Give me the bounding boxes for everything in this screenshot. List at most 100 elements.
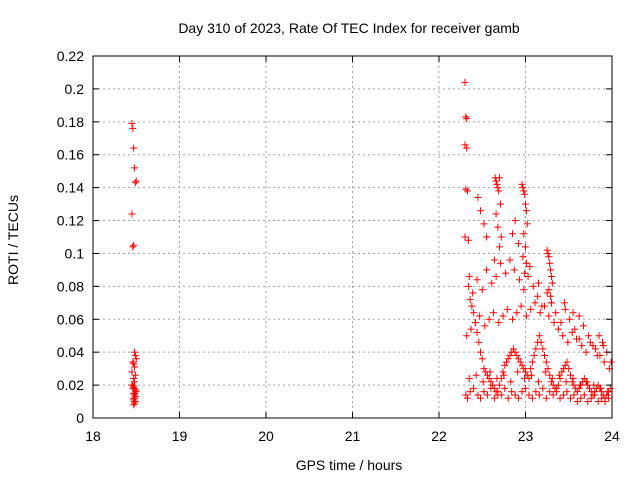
data-point: [511, 217, 519, 225]
data-point: [483, 233, 491, 241]
data-point: [547, 272, 555, 280]
data-point: [464, 187, 472, 195]
data-point: [561, 305, 569, 313]
y-tick-label: 0.2: [65, 81, 85, 97]
data-point: [570, 381, 578, 389]
data-point: [130, 360, 138, 368]
data-point: [587, 394, 595, 402]
y-tick-label: 0: [76, 410, 84, 426]
data-point: [501, 384, 509, 392]
data-point: [569, 309, 577, 317]
data-point: [485, 375, 493, 383]
y-tick-label: 0.04: [57, 344, 84, 360]
data-point: [566, 315, 574, 323]
data-point: [469, 289, 477, 297]
data-point: [462, 185, 470, 193]
data-point: [529, 282, 537, 290]
data-point: [593, 351, 601, 359]
data-point: [518, 180, 526, 188]
x-tick-label: 18: [85, 428, 101, 444]
data-point: [132, 177, 140, 185]
data-point: [515, 240, 523, 248]
data-point: [590, 381, 598, 389]
data-point: [500, 371, 508, 379]
data-point: [488, 279, 496, 287]
plot-frame: [92, 55, 613, 419]
data-point: [536, 309, 544, 317]
data-point: [476, 312, 484, 320]
data-point: [542, 394, 550, 402]
data-point: [531, 299, 539, 307]
data-point: [477, 207, 485, 215]
data-point: [522, 243, 529, 251]
data-point: [461, 141, 469, 149]
data-point: [521, 190, 529, 198]
data-point: [465, 272, 473, 280]
data-point: [516, 358, 524, 366]
data-point: [515, 276, 523, 284]
data-point: [463, 332, 471, 340]
data-point: [492, 272, 500, 280]
data-point: [594, 398, 602, 406]
data-point: [547, 299, 555, 307]
data-point: [560, 391, 568, 399]
data-point: [130, 241, 138, 249]
data-point: [584, 398, 592, 406]
y-tick-label: 0.02: [57, 377, 84, 393]
data-point: [564, 338, 572, 346]
data-point: [131, 398, 139, 406]
data-point: [575, 312, 583, 320]
data-point: [131, 389, 139, 397]
data-point: [562, 378, 570, 386]
data-point: [509, 345, 517, 353]
data-point: [543, 289, 551, 297]
y-tick-label: 0.08: [57, 278, 84, 294]
data-point: [487, 384, 495, 392]
data-point: [538, 302, 546, 310]
data-point: [514, 368, 522, 376]
data-point: [573, 398, 581, 406]
data-point: [539, 384, 547, 392]
data-point: [554, 325, 562, 333]
data-point: [492, 177, 500, 185]
data-point: [509, 315, 517, 323]
data-point: [577, 394, 585, 402]
data-point: [494, 388, 502, 396]
data-point: [466, 296, 474, 304]
x-axis-label: GPS time / hours: [296, 457, 403, 473]
data-point: [541, 351, 549, 359]
data-point: [473, 328, 481, 336]
data-point: [483, 266, 491, 274]
data-point: [520, 230, 528, 238]
y-tick-label: 0.12: [57, 213, 84, 229]
x-tick-label: 23: [518, 428, 534, 444]
data-point: [467, 325, 475, 333]
data-point: [130, 401, 138, 409]
data-point: [556, 394, 564, 402]
data-point: [586, 384, 594, 392]
data-point: [598, 394, 606, 402]
data-point: [524, 272, 532, 280]
data-point: [480, 388, 488, 396]
data-point: [130, 375, 138, 383]
data-point: [131, 399, 139, 407]
data-point: [585, 332, 593, 340]
data-point: [521, 269, 529, 277]
data-point: [463, 144, 471, 152]
data-point: [595, 332, 603, 340]
data-point: [555, 371, 563, 379]
data-point: [597, 384, 605, 392]
data-point: [473, 276, 481, 284]
data-point: [521, 375, 529, 383]
data-point: [485, 315, 493, 323]
data-point: [130, 144, 138, 152]
data-point: [548, 279, 556, 287]
data-point: [132, 355, 140, 363]
data-point: [128, 381, 136, 389]
data-point: [522, 259, 530, 267]
data-point: [534, 378, 542, 386]
data-point: [507, 378, 515, 386]
data-point: [481, 322, 489, 330]
data-point: [544, 249, 552, 257]
x-tick-label: 21: [345, 428, 361, 444]
